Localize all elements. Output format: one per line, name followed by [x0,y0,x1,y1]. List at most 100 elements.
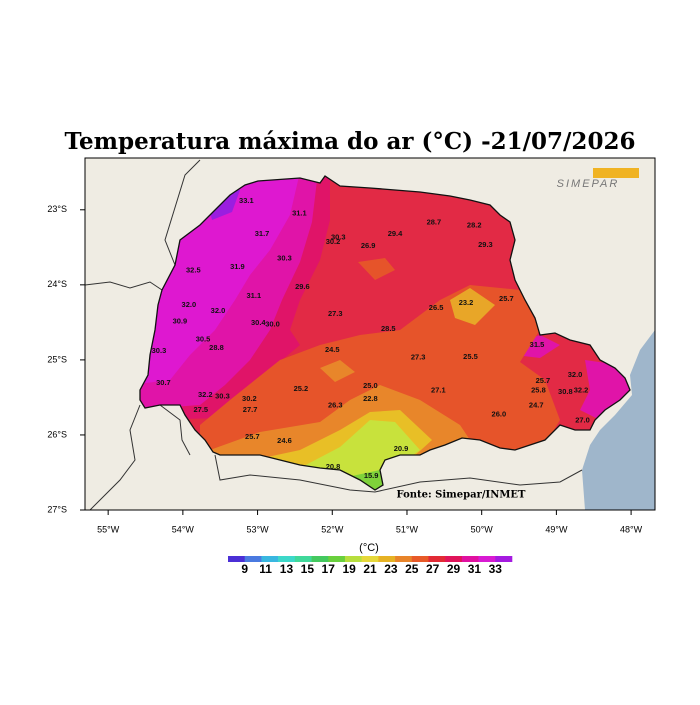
station-value: 22.8 [363,394,378,403]
station-value: 30.3 [152,346,167,355]
station-value: 20.8 [326,462,341,471]
legend-swatch [495,556,513,562]
legend-swatch [328,556,346,562]
station-value: 31.5 [530,340,545,349]
station-value: 25.7 [499,294,514,303]
x-tick-label: 51°W [396,524,419,534]
station-value: 28.5 [381,324,396,333]
legend-tick-label: 31 [468,562,482,576]
station-value: 28.2 [467,221,482,230]
legend-swatch [445,556,463,562]
legend-swatch [228,556,246,562]
station-value: 30.4 [251,318,266,327]
station-value: 25.0 [363,381,378,390]
legend-tick-label: 23 [384,562,398,576]
y-tick-label: 27°S [47,504,67,514]
station-value: 30.2 [326,237,341,246]
x-tick-label: 54°W [172,524,195,534]
station-value: 25.7 [245,432,260,441]
source: Fonte: Simepar/INMET [397,490,527,501]
station-value: 31.1 [247,291,262,300]
station-value: 30.3 [331,233,346,242]
station-value: 29.6 [295,282,310,291]
x-tick-label: 55°W [97,524,120,534]
legend-swatch [311,556,329,562]
legend-tick-label: 9 [241,562,248,576]
station-value: 26.5 [429,303,444,312]
station-value: 25.5 [463,352,478,361]
station-value: 30.2 [242,394,257,403]
station-value: 26.3 [328,401,343,410]
legend-tick-label: 15 [301,562,315,576]
station-value: 32.0 [211,306,226,315]
station-value: 15.9 [364,471,379,480]
legend-swatch [428,556,446,562]
station-value: 29.4 [388,229,403,238]
x-tick-label: 50°W [471,524,494,534]
station-value: 30.7 [156,378,171,387]
station-value: 29.3 [478,240,493,249]
legend-swatch [461,556,479,562]
legend-tick-label: 33 [489,562,503,576]
legend-tick-label: 27 [426,562,440,576]
station-value: 27.3 [411,353,426,362]
station-value: 25.8 [531,386,546,395]
station-value: 28.7 [427,218,442,227]
frame [84,157,656,511]
station-value: 30.9 [173,317,188,326]
station-value: 30.3 [277,254,292,263]
station-value: 24.6 [277,436,292,445]
station-value: 30.3 [215,392,230,401]
logo-text: SIMEPAR [557,178,620,190]
station-value: 25.7 [536,376,551,385]
station-value: 20.9 [394,444,409,453]
station-value: 32.2 [198,390,213,399]
y-tick-label: 26°S [47,429,67,439]
station-value: 27.0 [575,416,590,425]
legend-swatch [278,556,296,562]
x-tick-label: 48°W [620,524,643,534]
station-value: 23.2 [459,298,474,307]
y-tick-label: 24°S [47,279,67,289]
legend-tick-label: 21 [363,562,377,576]
y-tick-label: 25°S [47,354,67,364]
station-value: 32.0 [182,300,197,309]
title: Temperatura máxima do ar (°C) -21/07/202… [65,128,636,155]
station-value: 30.8 [558,387,573,396]
x-tick-label: 52°W [321,524,344,534]
station-value: 32.0 [568,370,583,379]
station-value: 27.7 [243,405,258,414]
logo: SIMEPAR [557,168,639,190]
basemap [85,158,655,510]
legend-swatch [395,556,413,562]
legend-tick-label: 11 [259,562,272,576]
station-value: 28.8 [209,343,224,352]
station-value: 31.7 [255,229,270,238]
station-value: 25.2 [294,384,309,393]
legend-swatch [361,556,379,562]
legend-tick-label: 13 [280,562,294,576]
legend-swatch [411,556,429,562]
station-value: 24.7 [529,401,544,410]
station-value: 31.1 [292,209,307,218]
legend-swatch [294,556,312,562]
station-value: 32.2 [574,386,589,395]
station-value: 33.1 [239,196,254,205]
legend-swatch [378,556,396,562]
station-value: 31.9 [230,262,245,271]
station-value: 27.1 [431,386,446,395]
station-value: 27.5 [193,405,208,414]
station-value: 27.3 [328,309,343,318]
ocean [582,330,655,510]
station-value: 24.5 [325,345,340,354]
legend-tick-label: 29 [447,562,461,576]
x-tick-label: 53°W [247,524,270,534]
x-tick-label: 49°W [545,524,568,534]
legend-swatch [344,556,362,562]
legend-title: (°C) [359,542,379,554]
legend-tick-label: 17 [322,562,336,576]
station-value: 30.0 [265,320,280,329]
legend-swatch [261,556,279,562]
legend-tick-label: 19 [342,562,356,576]
